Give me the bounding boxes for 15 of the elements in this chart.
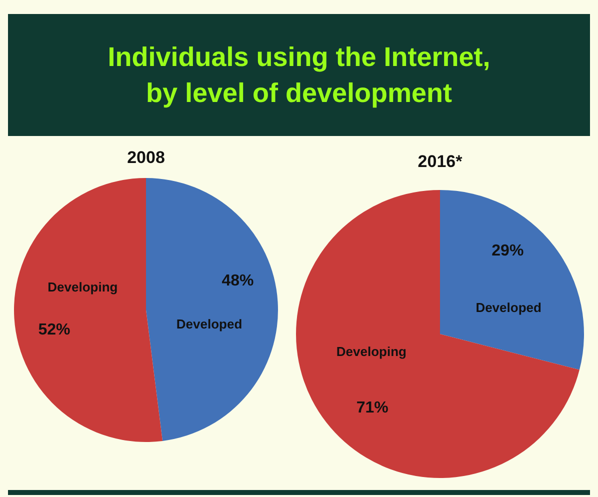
slice-label: Developed: [176, 316, 242, 332]
pie-slice: [296, 190, 580, 478]
pie-slice: [146, 178, 278, 441]
data-label: 48%: [222, 272, 254, 290]
pie-slice: [14, 178, 163, 442]
chart-title: 2008: [127, 148, 165, 167]
data-label: 52%: [38, 322, 70, 339]
text: Individuals using the Internet, by level of development: [106, 41, 492, 110]
data-label: 71%: [356, 400, 388, 417]
slice-label: Developing: [336, 344, 407, 359]
chart-title: 2016*: [418, 152, 463, 171]
pie-slice: [440, 190, 584, 370]
slice-label: Developing: [48, 279, 118, 294]
slice-label: Developed: [476, 300, 542, 316]
data-label: 29%: [492, 242, 524, 260]
